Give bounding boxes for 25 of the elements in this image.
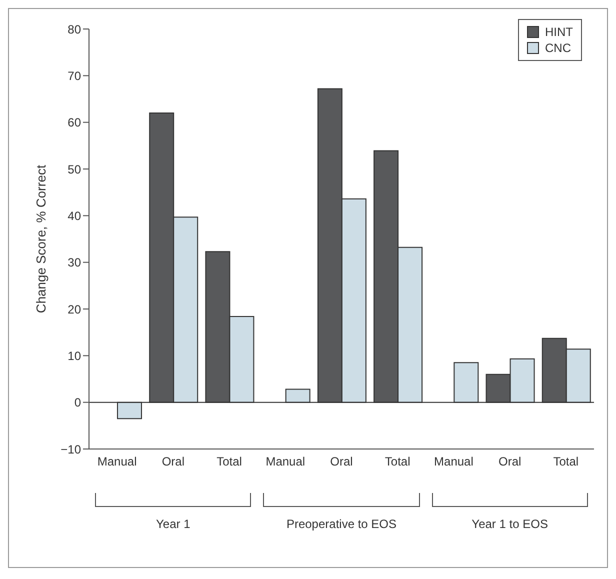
text: Year 1	[155, 517, 192, 531]
x-tick-label: Manual	[434, 454, 474, 469]
y-tick-label: 10	[68, 348, 82, 363]
y-axis-title: Change Score, % Correct	[34, 164, 49, 314]
x-tick-label: Oral	[162, 454, 185, 469]
x-tick-label: Oral	[330, 454, 353, 469]
x-tick-label: Manual	[97, 454, 137, 469]
y-tick-label: −10	[60, 442, 82, 456]
legend-label: CNC	[545, 40, 571, 56]
legend-label: HINT	[545, 24, 573, 40]
text: Year 1 to EOS	[470, 517, 549, 531]
x-tick-label: Oral	[498, 454, 522, 469]
y-tick-label: 30	[68, 256, 82, 270]
y-tick-label: 40	[68, 208, 82, 223]
y-tick-label: 20	[68, 302, 82, 316]
y-tick-label: 60	[68, 116, 82, 130]
y-tick-label: 70	[68, 68, 82, 83]
x-tick-label: Total	[384, 454, 410, 469]
y-tick-label: 0	[74, 396, 82, 410]
x-tick-label: Manual	[266, 454, 306, 469]
text: Preoperative to EOS	[285, 517, 398, 531]
y-tick-label: 80	[68, 22, 82, 36]
x-tick-label: Total	[553, 454, 579, 469]
y-tick-label: 50	[68, 162, 82, 176]
x-tick-label: Total	[216, 454, 242, 469]
